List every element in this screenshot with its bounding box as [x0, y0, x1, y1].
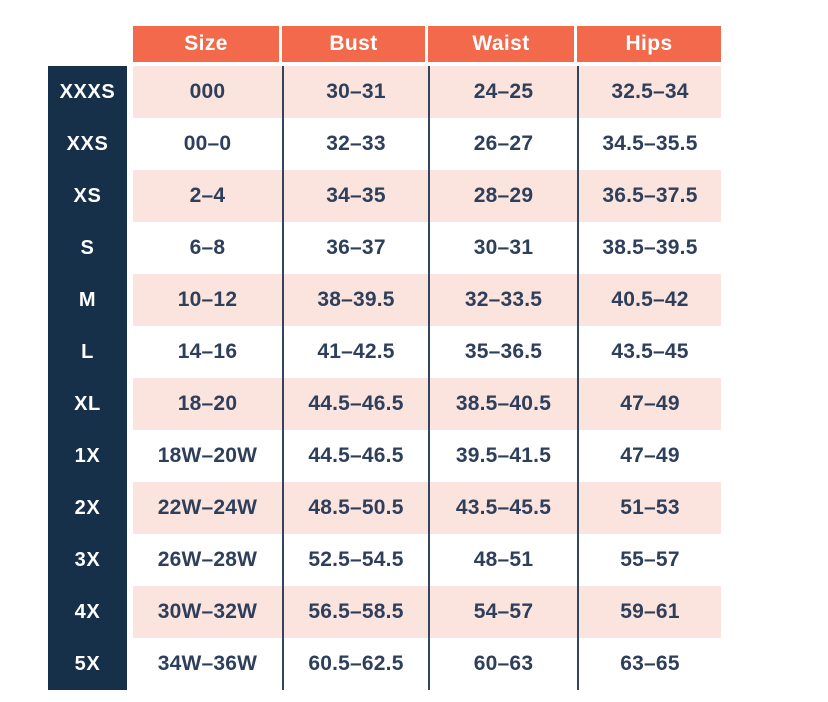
cell-size: 26W–28W	[133, 534, 282, 586]
table-body: XXXS XXS XS S M L XL 1X 2X 3X 4X 5X 000 …	[48, 66, 721, 690]
cell-waist: 38.5–40.5	[428, 378, 577, 430]
cell-waist: 54–57	[428, 586, 577, 638]
cell-size: 00–0	[133, 118, 282, 170]
row-label-sidebar: XXXS XXS XS S M L XL 1X 2X 3X 4X 5X	[48, 66, 127, 690]
cell-size: 18W–20W	[133, 430, 282, 482]
cell-size: 14–16	[133, 326, 282, 378]
size-chart-table: Size Bust Waist Hips XXXS XXS XS S M L X…	[48, 26, 721, 690]
data-rows: 000 30–31 24–25 32.5–34 00–0 32–33 26–27…	[133, 66, 721, 690]
cell-waist: 26–27	[428, 118, 577, 170]
table-row: 10–12 38–39.5 32–33.5 40.5–42	[133, 274, 721, 326]
row-label-m: M	[78, 288, 97, 311]
cell-size: 2–4	[133, 170, 282, 222]
row-label-3x: 3X	[74, 548, 101, 571]
cell-hips: 63–65	[577, 638, 721, 690]
cell-bust: 48.5–50.5	[282, 482, 428, 534]
row-label-xs: XS	[73, 184, 102, 207]
row-label-s: S	[80, 236, 95, 259]
cell-bust: 36–37	[282, 222, 428, 274]
cell-bust: 38–39.5	[282, 274, 428, 326]
cell-hips: 43.5–45	[577, 326, 721, 378]
table-row: 34W–36W 60.5–62.5 60–63 63–65	[133, 638, 721, 690]
cell-size: 6–8	[133, 222, 282, 274]
cell-hips: 47–49	[577, 378, 721, 430]
cell-bust: 44.5–46.5	[282, 378, 428, 430]
cell-hips: 55–57	[577, 534, 721, 586]
row-label-5x: 5X	[74, 652, 101, 675]
cell-waist: 48–51	[428, 534, 577, 586]
row-label-4x: 4X	[74, 600, 101, 623]
row-label-1x: 1X	[74, 444, 101, 467]
row-label-l: L	[81, 340, 94, 363]
row-label-2x: 2X	[74, 496, 101, 519]
cell-waist: 60–63	[428, 638, 577, 690]
cell-waist: 32–33.5	[428, 274, 577, 326]
cell-size: 34W–36W	[133, 638, 282, 690]
cell-waist: 39.5–41.5	[428, 430, 577, 482]
cell-bust: 56.5–58.5	[282, 586, 428, 638]
table-row: 18W–20W 44.5–46.5 39.5–41.5 47–49	[133, 430, 721, 482]
row-label-xxxs: XXXS	[59, 80, 116, 103]
cell-hips: 32.5–34	[577, 66, 721, 118]
table-row: 14–16 41–42.5 35–36.5 43.5–45	[133, 326, 721, 378]
column-header-bust: Bust	[282, 26, 428, 62]
cell-waist: 43.5–45.5	[428, 482, 577, 534]
cell-waist: 24–25	[428, 66, 577, 118]
cell-waist: 28–29	[428, 170, 577, 222]
table-row: 26W–28W 52.5–54.5 48–51 55–57	[133, 534, 721, 586]
table-row: 2–4 34–35 28–29 36.5–37.5	[133, 170, 721, 222]
cell-bust: 60.5–62.5	[282, 638, 428, 690]
cell-waist: 30–31	[428, 222, 577, 274]
table-row: 30W–32W 56.5–58.5 54–57 59–61	[133, 586, 721, 638]
column-header-hips: Hips	[577, 26, 721, 62]
table-row: 22W–24W 48.5–50.5 43.5–45.5 51–53	[133, 482, 721, 534]
cell-hips: 36.5–37.5	[577, 170, 721, 222]
row-label-xxs: XXS	[66, 132, 109, 155]
cell-hips: 38.5–39.5	[577, 222, 721, 274]
cell-hips: 51–53	[577, 482, 721, 534]
column-header-size: Size	[133, 26, 282, 62]
cell-bust: 52.5–54.5	[282, 534, 428, 586]
table-header-row: Size Bust Waist Hips	[133, 26, 721, 62]
row-label-xl: XL	[74, 392, 101, 415]
column-header-waist: Waist	[428, 26, 577, 62]
cell-size: 22W–24W	[133, 482, 282, 534]
table-row: 00–0 32–33 26–27 34.5–35.5	[133, 118, 721, 170]
cell-bust: 30–31	[282, 66, 428, 118]
cell-hips: 47–49	[577, 430, 721, 482]
cell-size: 18–20	[133, 378, 282, 430]
cell-bust: 32–33	[282, 118, 428, 170]
cell-bust: 41–42.5	[282, 326, 428, 378]
cell-waist: 35–36.5	[428, 326, 577, 378]
table-row: 000 30–31 24–25 32.5–34	[133, 66, 721, 118]
cell-hips: 34.5–35.5	[577, 118, 721, 170]
cell-bust: 34–35	[282, 170, 428, 222]
cell-hips: 59–61	[577, 586, 721, 638]
cell-bust: 44.5–46.5	[282, 430, 428, 482]
table-row: 18–20 44.5–46.5 38.5–40.5 47–49	[133, 378, 721, 430]
cell-hips: 40.5–42	[577, 274, 721, 326]
table-row: 6–8 36–37 30–31 38.5–39.5	[133, 222, 721, 274]
cell-size: 10–12	[133, 274, 282, 326]
cell-size: 000	[133, 66, 282, 118]
cell-size: 30W–32W	[133, 586, 282, 638]
